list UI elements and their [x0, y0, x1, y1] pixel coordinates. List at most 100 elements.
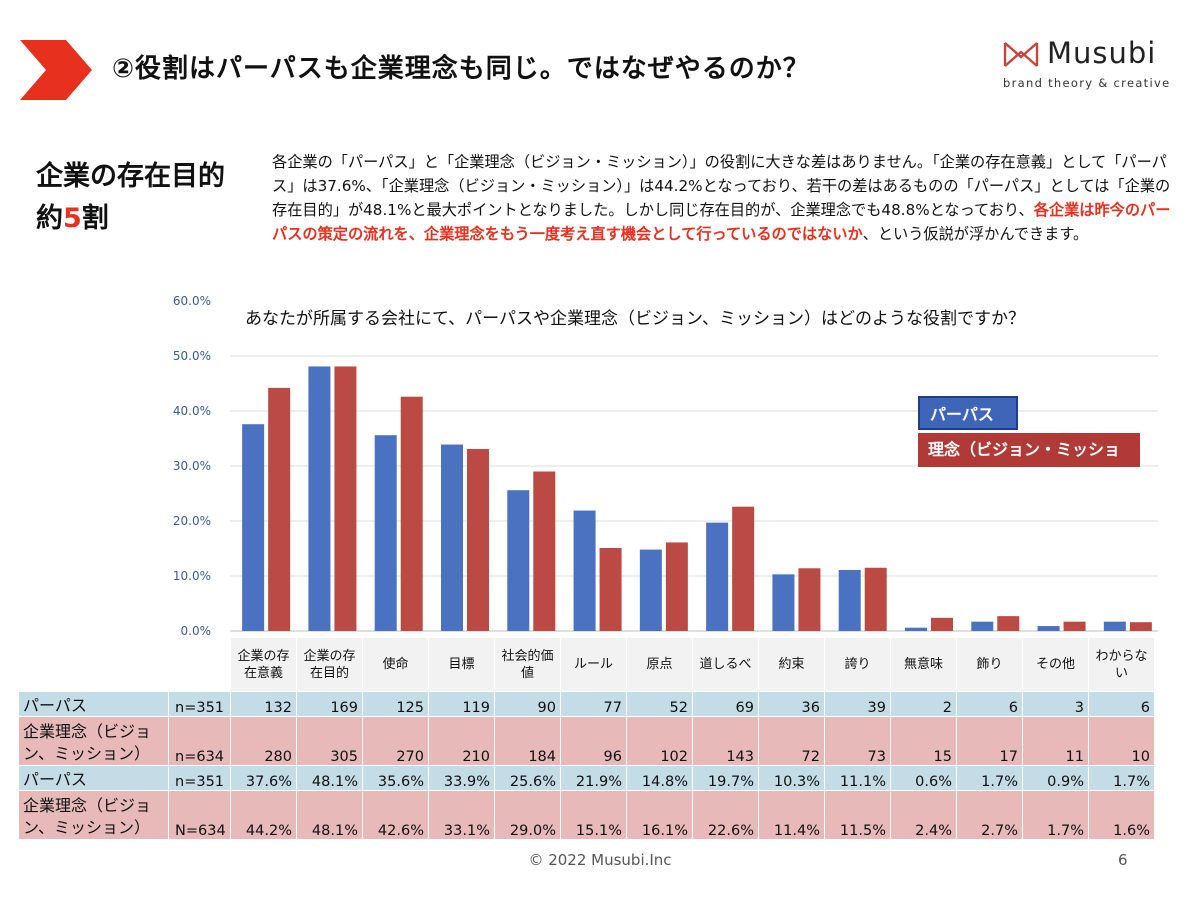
- bar-philosophy: [665, 542, 688, 631]
- table-category-header: 社会的価値: [494, 637, 561, 692]
- footer-copyright: © 2022 Musubi.Inc: [528, 851, 672, 869]
- table-cell: 125: [362, 691, 429, 717]
- legend-philosophy: 理念（ビジョン・ミッション）: [918, 433, 1140, 493]
- table-row: パーパス n=351 37.6% 48.1% 35.6% 33.9% 25.6% 21.9% 1…: [18, 765, 1155, 791]
- table-category-header: 誇り: [824, 637, 891, 692]
- table-cell: 102: [626, 716, 693, 766]
- page-number: 6: [1118, 851, 1128, 869]
- bar-purpose: [838, 569, 861, 631]
- table-cell: 90: [494, 691, 561, 717]
- row-label: 企業理念（ビジョ ン、ミッション）: [18, 790, 169, 840]
- legend-purpose: パーパス: [918, 396, 1018, 430]
- y-tick-label: 40.0%: [173, 404, 211, 418]
- description-part2: 、という仮説が浮かんできます。: [862, 225, 1089, 243]
- data-table: 企業の存 在意義 企業の存 在目的 使命 目標 社会的価値ルール 原点 道しるべ 約束 誇り 無意味飾…: [18, 637, 1155, 840]
- table-cell: 11: [1022, 716, 1089, 766]
- y-tick-label: 60.0%: [173, 294, 211, 308]
- bar-purpose: [639, 549, 662, 631]
- table-corner-cell: [18, 637, 169, 692]
- table-category-header: 道しるべ: [692, 637, 759, 692]
- table-cell: 16.1%: [626, 790, 693, 840]
- table-cell: 72: [758, 716, 825, 766]
- table-cell: 77: [560, 691, 627, 717]
- table-category-header: 約束: [758, 637, 825, 692]
- table-cell: 42.6%: [362, 790, 429, 840]
- sidebar-heading: 企業の存在目的 約5割: [36, 156, 225, 240]
- table-cell: 280: [230, 716, 297, 766]
- y-tick-label: 30.0%: [173, 459, 211, 473]
- table-cell: 169: [296, 691, 363, 717]
- bar-purpose: [772, 574, 795, 631]
- header-arrow-icon: [20, 40, 92, 100]
- table-category-header: 目標: [428, 637, 495, 692]
- bar-philosophy: [931, 617, 953, 631]
- table-category-header: 企業の存 在意義: [230, 637, 297, 692]
- table-cell: 69: [692, 691, 759, 717]
- table-category-header: ルール: [560, 637, 627, 692]
- bar-philosophy: [467, 448, 489, 631]
- table-cell: 1.7%: [1088, 765, 1155, 791]
- heading-prefix: 約: [36, 203, 63, 234]
- bar-purpose: [374, 435, 397, 631]
- chart-question: あなたが所属する会社にて、パーパスや企業理念（ビジョン、ミッション）はどのような…: [245, 309, 1025, 329]
- table-row: パーパス n=351 132 169 125 119 90 77 52 69 36 39 2 6 3 6: [18, 691, 1155, 717]
- logo-mark-icon: [1003, 42, 1039, 67]
- logo-tagline: brand theory & creative: [1003, 76, 1171, 90]
- table-cell: 1.6%: [1088, 790, 1155, 840]
- table-cell: 25.6%: [494, 765, 561, 791]
- bar-philosophy: [400, 396, 423, 631]
- table-category-header: 飾り: [956, 637, 1023, 692]
- heading-suffix: 割: [81, 203, 109, 234]
- bar-philosophy: [732, 506, 755, 631]
- table-cell: 36: [758, 691, 825, 717]
- slide-title: ②役割はパーパスも企業理念も同じ。ではなぜやるのか？: [112, 54, 810, 84]
- table-cell: 15.1%: [560, 790, 627, 840]
- table-cell: 143: [692, 716, 759, 766]
- row-label: パーパス: [18, 765, 169, 791]
- table-cell: 10: [1088, 716, 1155, 766]
- table-cell: 305: [296, 716, 363, 766]
- table-cell: 22.6%: [692, 790, 759, 840]
- table-cell: 0.6%: [890, 765, 957, 791]
- table-category-header: 原点: [626, 637, 693, 692]
- bar-purpose: [308, 366, 331, 631]
- sidebar-heading-line1: 企業の存在目的: [36, 161, 225, 192]
- bar-philosophy: [1063, 621, 1086, 631]
- table-cell: 44.2%: [230, 790, 297, 840]
- y-tick-label: 20.0%: [173, 514, 211, 528]
- bar-philosophy: [864, 567, 887, 631]
- bar-purpose: [573, 510, 596, 631]
- description-part1: 各企業の「パーパス」と「企業理念（ビジョン・ミッション）」の役割に大きな差はあり…: [272, 153, 1171, 219]
- sidebar-heading-line2: 約5割: [36, 198, 225, 240]
- table-cell: 35.6%: [362, 765, 429, 791]
- table-cell: 15: [890, 716, 957, 766]
- table-cell: 10.3%: [758, 765, 825, 791]
- row-label: パーパス: [18, 691, 169, 717]
- table-cell: 210: [428, 716, 495, 766]
- row-sample-size: N=634: [168, 790, 231, 840]
- bar-purpose: [905, 627, 927, 631]
- table-category-header: 無意味: [890, 637, 957, 692]
- table-cell: 48.1%: [296, 790, 363, 840]
- description-highlight: 各企業は昨今のパーパスの策定の流れを、企業理念をもう一度考え直す機会として行って…: [272, 201, 1171, 243]
- bar-purpose: [1037, 626, 1060, 631]
- table-cell: 96: [560, 716, 627, 766]
- table-cell: 52: [626, 691, 693, 717]
- bar-purpose: [242, 424, 265, 631]
- table-cell: 3: [1022, 691, 1089, 717]
- row-sample-size: n=351: [168, 691, 231, 717]
- table-cell: 132: [230, 691, 297, 717]
- table-row: 企業理念（ビジョ ン、ミッション） N=634 44.2% 48.1% 42.6% 33.1…: [18, 790, 1155, 840]
- bar-purpose: [706, 522, 729, 631]
- table-cell: 2.7%: [956, 790, 1023, 840]
- table-cell: 1.7%: [956, 765, 1023, 791]
- table-cell: 33.1%: [428, 790, 495, 840]
- table-category-header: わからない: [1088, 637, 1155, 692]
- row-sample-size: n=351: [168, 765, 231, 791]
- table-cell: 0.9%: [1022, 765, 1089, 791]
- bar-philosophy: [334, 366, 357, 631]
- table-cell: 119: [428, 691, 495, 717]
- row-label: 企業理念（ビジョ ン、ミッション）: [18, 716, 169, 766]
- table-cell: 17: [956, 716, 1023, 766]
- table-cell: 33.9%: [428, 765, 495, 791]
